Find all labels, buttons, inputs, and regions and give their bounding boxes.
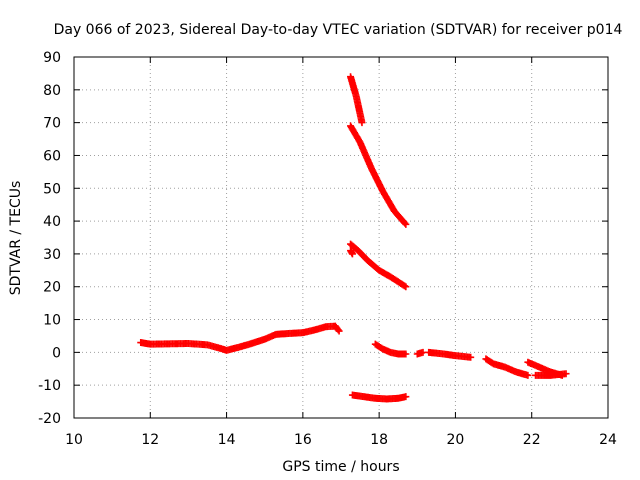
series-arc-10 xyxy=(482,355,532,379)
x-tick-label: 16 xyxy=(294,432,312,448)
data-point xyxy=(401,219,409,227)
plot-frame xyxy=(73,56,609,419)
y-tick-label: 20 xyxy=(43,280,61,296)
series-arc-3 xyxy=(347,122,410,228)
y-tick-label: 70 xyxy=(43,116,61,132)
x-tick-label: 22 xyxy=(523,432,541,448)
y-tick-label: -20 xyxy=(38,411,61,427)
y-tick-label: -10 xyxy=(38,378,61,394)
x-axis-label: GPS time / hours xyxy=(282,459,399,475)
data-point xyxy=(348,250,356,258)
series-arc-1 xyxy=(137,322,343,354)
y-tick-label: 80 xyxy=(43,83,61,99)
series-arc-8 xyxy=(413,348,427,358)
series-arc-6 xyxy=(348,391,410,403)
data-point xyxy=(334,326,342,334)
y-tick-label: 0 xyxy=(52,345,61,361)
y-tick-label: 90 xyxy=(43,50,61,66)
data-point xyxy=(335,327,343,335)
y-tick-label: 10 xyxy=(43,313,61,329)
series-arc-9 xyxy=(425,348,475,361)
grid xyxy=(74,57,608,418)
data-marks xyxy=(137,73,570,403)
chart-title: Day 066 of 2023, Sidereal Day-to-day VTE… xyxy=(54,22,623,38)
x-tick-label: 12 xyxy=(141,432,159,448)
axis-ticks: 10 12 14 16 18 20 22 24 -20 -10 0 10 20 30 40 50 60 70 80 9… xyxy=(38,50,617,448)
y-tick-label: 60 xyxy=(43,148,61,164)
series-arc-12 xyxy=(532,370,570,379)
series-arc-2 xyxy=(347,73,366,127)
data-point xyxy=(402,350,410,358)
y-tick-label: 50 xyxy=(43,181,61,197)
series-arc-5 xyxy=(347,247,356,258)
x-tick-label: 24 xyxy=(599,432,617,448)
x-tick-label: 14 xyxy=(218,432,236,448)
x-tick-label: 20 xyxy=(447,432,465,448)
y-tick-label: 30 xyxy=(43,247,61,263)
data-point xyxy=(402,393,410,401)
data-point xyxy=(358,119,366,127)
series-arc-7 xyxy=(371,340,410,358)
data-point xyxy=(402,283,410,291)
data-point xyxy=(402,220,410,228)
y-tick-label: 40 xyxy=(43,214,61,230)
data-point xyxy=(401,282,409,290)
series-arc-4 xyxy=(347,240,410,291)
data-point xyxy=(562,370,570,378)
x-tick-label: 18 xyxy=(370,432,388,448)
x-tick-label: 10 xyxy=(65,432,83,448)
y-axis-label: SDTVAR / TECUs xyxy=(8,181,24,296)
data-point xyxy=(524,371,532,379)
data-point xyxy=(467,353,475,361)
